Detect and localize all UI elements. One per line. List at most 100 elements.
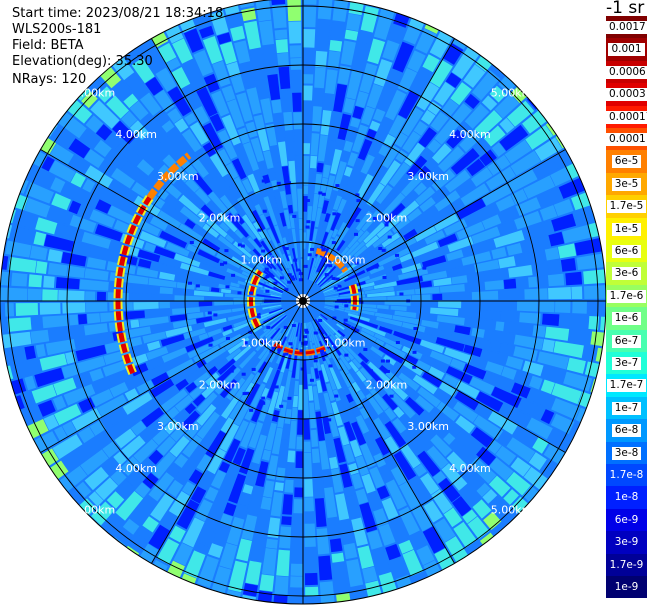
- range-gate: [538, 301, 555, 313]
- range-gate: [404, 142, 425, 167]
- range-gate: [176, 457, 199, 484]
- range-gate: [255, 0, 272, 22]
- range-gate: [226, 304, 246, 309]
- range-gate: [309, 155, 318, 169]
- range-gate: [348, 385, 364, 409]
- range-gate: [69, 314, 79, 326]
- range-gate: [48, 327, 66, 342]
- range-gate: [192, 159, 209, 178]
- range-gate: [433, 471, 446, 484]
- range-gate: [315, 267, 330, 284]
- range-gate: [401, 256, 421, 268]
- speckle: [412, 350, 417, 354]
- range-gate: [447, 236, 474, 253]
- range-gate: [231, 307, 245, 313]
- range-gate: [366, 83, 384, 109]
- range-gate: [379, 160, 401, 187]
- range-gate: [373, 417, 391, 440]
- azimuth-line: [302, 38, 455, 302]
- range-gate: [395, 200, 420, 222]
- range-gate: [513, 346, 538, 362]
- range-gate: [196, 454, 213, 473]
- range-gate: [424, 24, 439, 34]
- range-gate: [419, 280, 433, 288]
- range-gate: [576, 253, 605, 271]
- range-gate: [20, 391, 36, 408]
- range-gate: [194, 225, 214, 242]
- range-gate: [304, 513, 315, 522]
- range-gate: [469, 457, 497, 484]
- speckle: [318, 318, 323, 322]
- colorbar-units: -1 sr: [606, 0, 645, 18]
- range-gate: [522, 360, 544, 377]
- range-gate: [281, 368, 289, 386]
- colorbar-label: 1e-8: [614, 491, 639, 504]
- range-gate: [226, 589, 241, 598]
- range-gate: [115, 140, 143, 167]
- speckle: [303, 264, 308, 268]
- speckle: [219, 262, 224, 266]
- speckle: [318, 191, 323, 195]
- range-gate: [30, 329, 50, 344]
- range-gate: [253, 237, 263, 248]
- range-gate: [124, 388, 139, 402]
- range-gate: [393, 450, 417, 481]
- range-gate: [359, 502, 378, 533]
- range-gate: [266, 455, 279, 480]
- range-gate: [264, 286, 283, 295]
- range-gate: [385, 479, 407, 510]
- speckle: [263, 178, 268, 182]
- speckle: [321, 248, 326, 252]
- range-gate: [66, 465, 88, 486]
- range-gate: [31, 384, 57, 404]
- range-gate: [243, 20, 261, 50]
- range-gate: [254, 204, 264, 216]
- range-gate: [103, 349, 130, 365]
- range-gate: [335, 139, 345, 151]
- range-gate: [347, 229, 364, 249]
- range-gate: [24, 345, 37, 360]
- speckle: [313, 355, 318, 359]
- colorbar-label: 3e-6: [611, 267, 642, 281]
- range-gate: [243, 359, 260, 379]
- range-gate: [61, 447, 88, 472]
- range-gate: [151, 322, 174, 333]
- range-gate: [355, 414, 370, 434]
- range-gate: [0, 303, 5, 317]
- speckle: [223, 261, 228, 265]
- range-gate: [369, 466, 385, 489]
- range-gate: [265, 282, 274, 288]
- range-gate: [560, 258, 577, 272]
- range-gate: [324, 175, 336, 200]
- range-gate: [273, 190, 284, 212]
- range-gate: [377, 191, 397, 213]
- range-gate: [298, 218, 303, 229]
- range-gate: [462, 509, 478, 524]
- range-gate: [222, 324, 233, 332]
- range-gate: [489, 496, 518, 525]
- range-gate: [259, 574, 275, 592]
- range-gate: [265, 215, 281, 244]
- range-gate: [311, 321, 320, 340]
- range-gate: [196, 411, 220, 440]
- range-gate: [121, 111, 138, 128]
- speckle: [292, 214, 297, 218]
- range-gate: [411, 241, 439, 258]
- range-gate: [339, 229, 359, 253]
- range-gate: [314, 368, 320, 379]
- range-gate: [234, 326, 250, 336]
- range-gate: [106, 491, 125, 509]
- range-gate: [95, 124, 113, 141]
- range-gate: [286, 379, 295, 409]
- range-gate: [212, 60, 231, 87]
- range-gate: [374, 312, 393, 320]
- range-gate: [79, 218, 97, 233]
- range-gate: [571, 286, 583, 300]
- range-gate: [343, 220, 359, 241]
- range-gate: [346, 127, 358, 141]
- range-gate: [322, 280, 345, 292]
- range-gate: [218, 461, 231, 473]
- instrument-id: WLS200s-181: [12, 22, 102, 37]
- range-gate: [202, 122, 224, 151]
- range-gate: [337, 401, 349, 422]
